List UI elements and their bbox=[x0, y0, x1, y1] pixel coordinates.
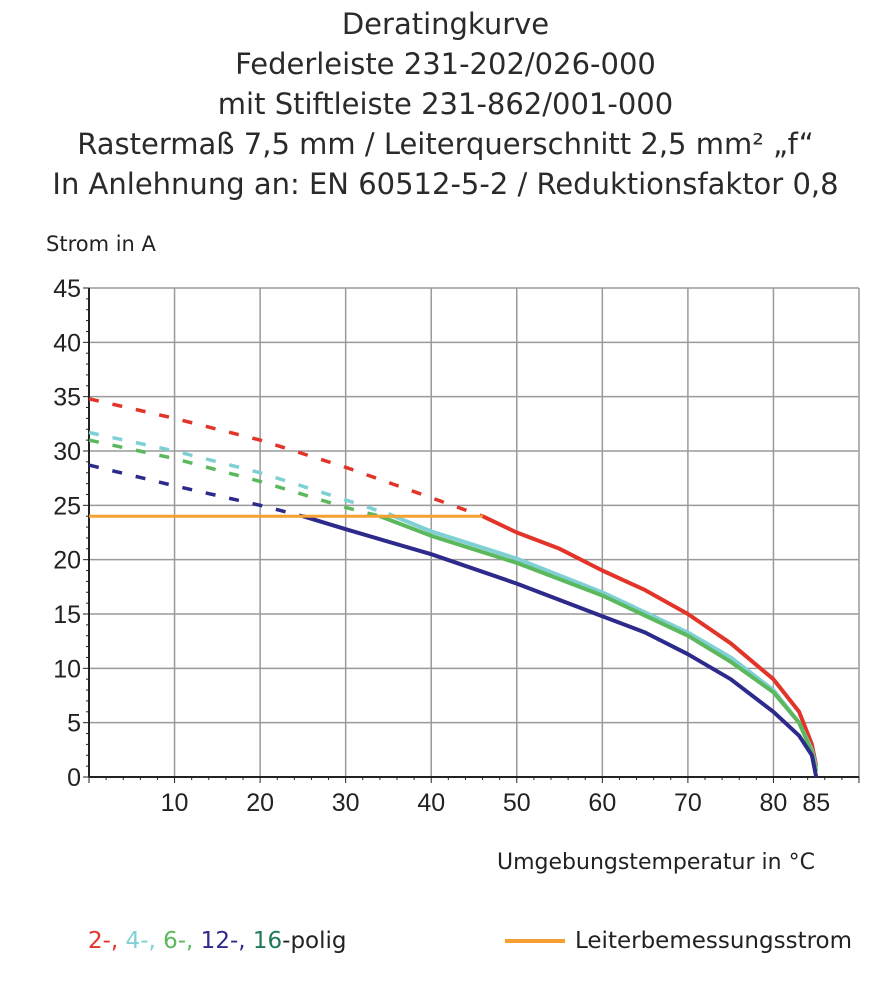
y-tick-label: 10 bbox=[53, 655, 81, 683]
series-3-dashed-line bbox=[88, 463, 304, 518]
x-tick-label: 80 bbox=[760, 789, 788, 817]
y-tick-label: 15 bbox=[53, 601, 81, 629]
legend-rated-swatch bbox=[505, 939, 565, 943]
y-tick-label: 40 bbox=[53, 329, 81, 357]
y-tick-label: 30 bbox=[53, 438, 81, 466]
x-tick-label: 40 bbox=[417, 789, 445, 817]
title-line: Federleiste 231-202/026-000 bbox=[235, 47, 656, 81]
legend-pole-item: 6-, bbox=[155, 928, 194, 954]
y-tick-label: 5 bbox=[67, 710, 81, 738]
series-2-dashed-line bbox=[88, 438, 381, 518]
legend-pole-item: 2-, bbox=[88, 928, 119, 954]
legend-pole-item: 4-, bbox=[118, 928, 156, 954]
series-0-dashed-line bbox=[88, 397, 484, 518]
x-tick-label: 70 bbox=[674, 789, 702, 817]
title-line: mit Stiftleiste 231-862/001-000 bbox=[217, 87, 674, 121]
y-tick-label: 0 bbox=[67, 764, 81, 792]
x-axis-label: Umgebungstemperatur in °C bbox=[497, 850, 815, 875]
series-0-solid-line bbox=[481, 514, 819, 767]
legend-rated-label: Leiterbemessungsstrom bbox=[575, 928, 853, 954]
y-tick-label: 35 bbox=[53, 384, 81, 412]
legend-pole-counts: 2-, 4-, 6-, 12-, 16-polig bbox=[88, 928, 347, 954]
series-2-solid-line bbox=[379, 514, 819, 773]
y-axis-label: Strom in A bbox=[46, 232, 156, 256]
title-line: In Anlehnung an: EN 60512-5-2 / Reduktio… bbox=[52, 167, 839, 201]
x-tick-label: 85 bbox=[802, 789, 830, 817]
legend-pole-item: -polig bbox=[282, 928, 347, 954]
series-3-solid-line bbox=[302, 514, 819, 778]
title-line: Rastermaß 7,5 mm / Leiterquerschnitt 2,5… bbox=[77, 127, 814, 161]
x-tick-label: 50 bbox=[503, 789, 531, 817]
x-tick-label: 10 bbox=[161, 789, 189, 817]
x-tick-label: 30 bbox=[332, 789, 360, 817]
legend-pole-item: 16 bbox=[245, 928, 283, 954]
legend-pole-item: 12-, bbox=[193, 928, 246, 954]
y-tick-label: 20 bbox=[53, 547, 81, 575]
y-tick-label: 45 bbox=[53, 275, 81, 303]
series-1-dashed-line bbox=[88, 430, 389, 516]
legend-rated-current: Leiterbemessungsstrom bbox=[505, 928, 852, 954]
chart-title: Deratingkurve Federleiste 231-202/026-00… bbox=[0, 4, 891, 204]
y-tick-label: 25 bbox=[53, 492, 81, 520]
x-tick-label: 60 bbox=[588, 789, 616, 817]
x-tick-label: 20 bbox=[246, 789, 274, 817]
title-line: Deratingkurve bbox=[341, 7, 550, 41]
